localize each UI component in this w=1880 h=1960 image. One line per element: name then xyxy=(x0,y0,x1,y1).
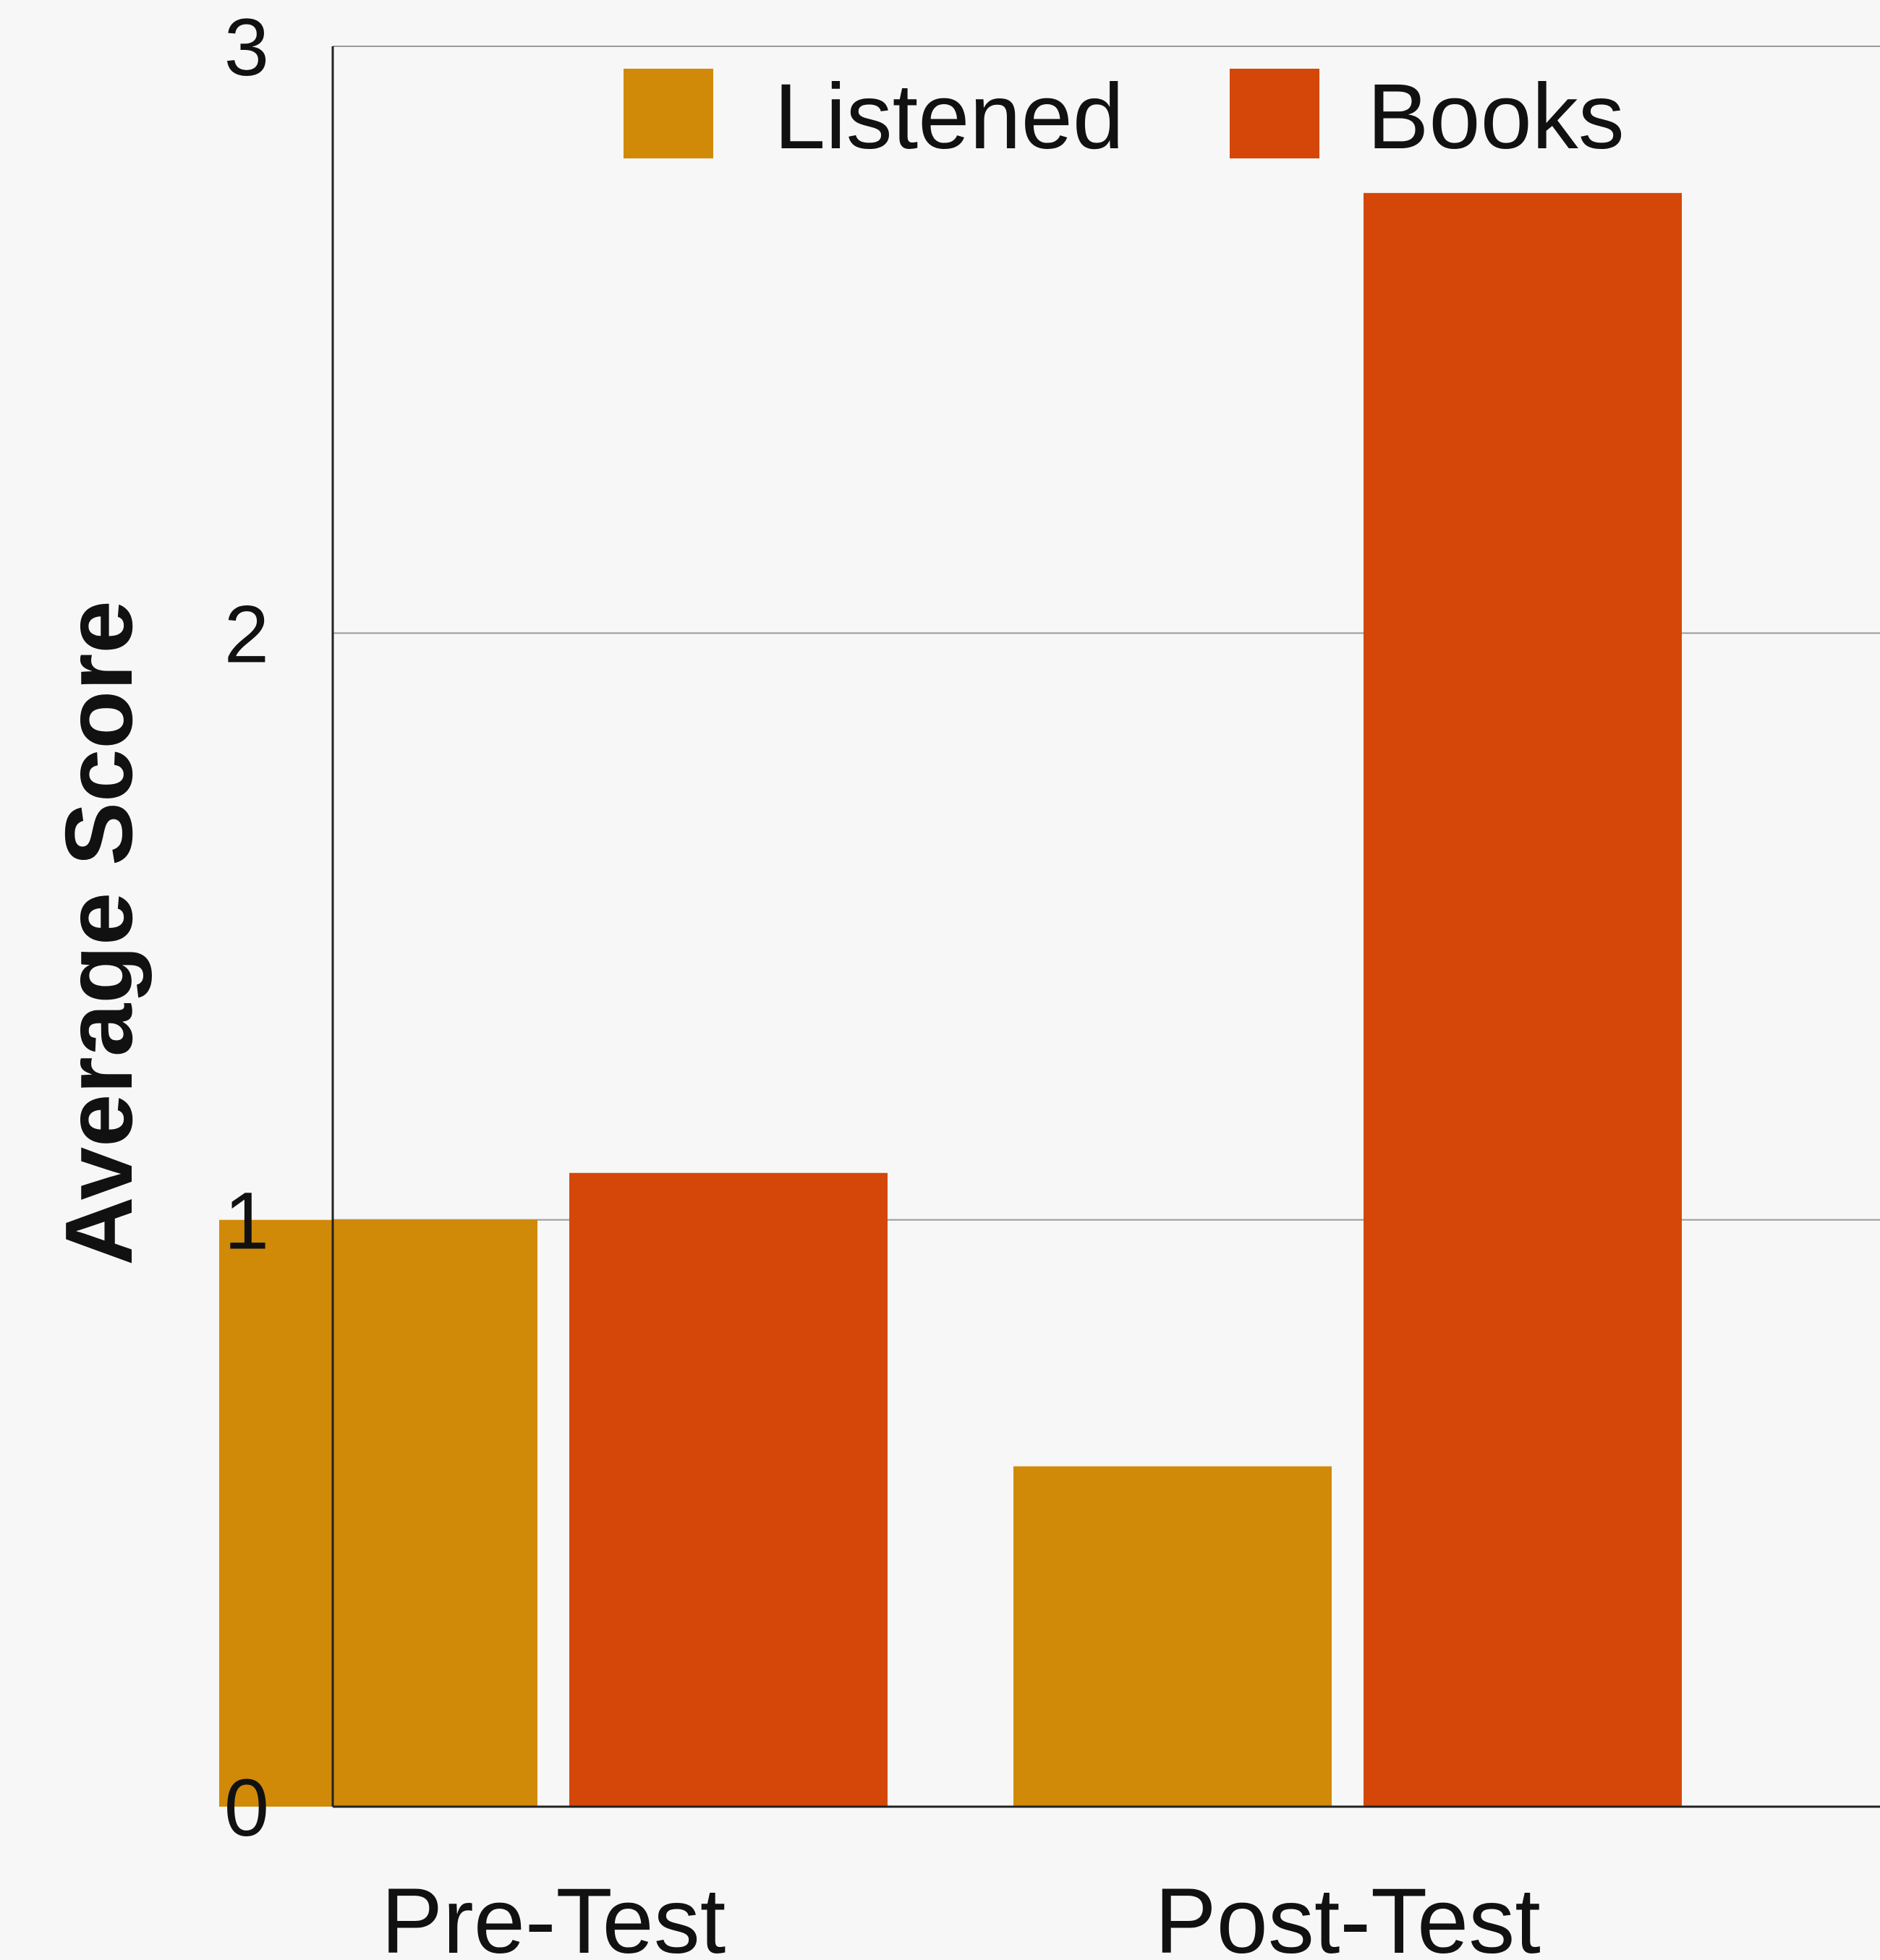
x-tick-labels: Pre-Test Post-Test xyxy=(381,1870,1541,1960)
x-tick-label: Pre-Test xyxy=(381,1870,726,1960)
y-tick-labels: 0 1 2 3 xyxy=(224,2,269,1853)
bar-listened-post-test xyxy=(1013,1466,1332,1807)
legend-swatch-books xyxy=(1230,69,1319,158)
y-tick-label: 1 xyxy=(224,1176,269,1266)
y-tick-label: 3 xyxy=(224,2,269,93)
bar-books-post-test xyxy=(1364,192,1682,1807)
x-tick-label: Post-Test xyxy=(1154,1870,1541,1960)
bar-books-pre-test xyxy=(569,1172,888,1807)
legend-label-books: Books xyxy=(1367,65,1625,169)
y-tick-label: 2 xyxy=(224,589,269,679)
y-tick-label: 0 xyxy=(224,1763,269,1853)
legend: Listened Books xyxy=(624,65,1625,169)
legend-swatch-listened xyxy=(624,69,713,158)
bar-listened-pre-test xyxy=(219,1219,537,1807)
axes xyxy=(331,46,1880,1808)
legend-label-listened: Listened xyxy=(774,65,1124,169)
y-axis-title: Average Score xyxy=(46,600,152,1266)
bars xyxy=(219,192,1682,1807)
